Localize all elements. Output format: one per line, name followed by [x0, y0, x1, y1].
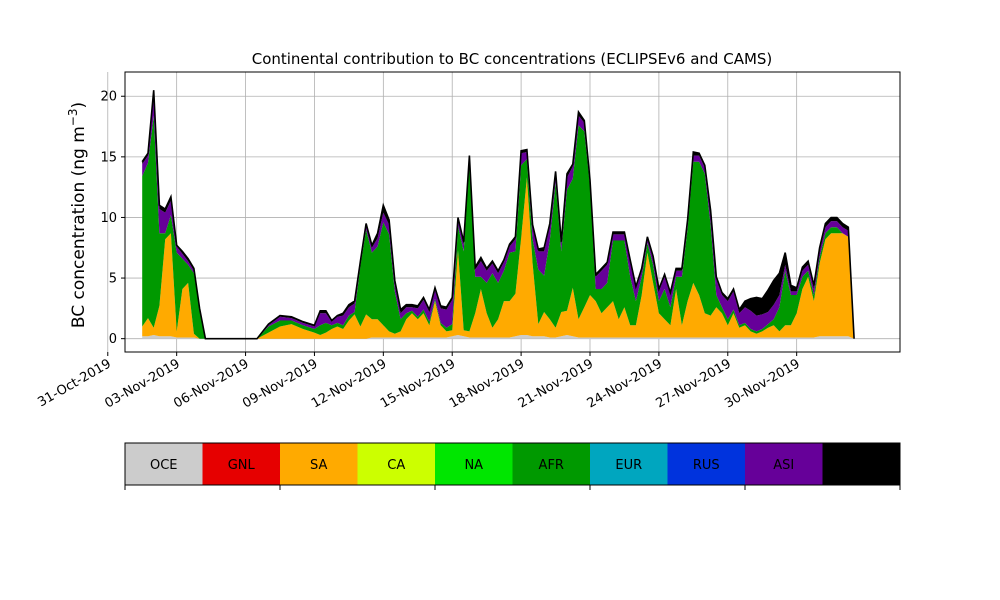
legend-swatch-eur — [590, 443, 668, 485]
legend-label-gnl: GNL — [228, 458, 256, 473]
legend-swatch-ca — [357, 443, 436, 485]
y-tick-label: 5 — [109, 272, 117, 287]
x-tick-label: 12-Nov-2019 — [309, 356, 389, 411]
legend-label-aus: AUS — [848, 458, 875, 473]
plot-area — [107, 72, 900, 352]
y-axis-label-close: ) — [69, 102, 89, 109]
x-tick-label: 03-Nov-2019 — [102, 356, 182, 411]
legend-swatch-sa — [280, 443, 358, 485]
y-tick-label: 10 — [100, 211, 117, 226]
y-axis-label-main: BC concentration (ng m — [69, 126, 89, 328]
legend-swatch-oce — [125, 443, 203, 485]
y-tick-label: 15 — [100, 150, 117, 165]
x-tick-label: 21-Nov-2019 — [516, 356, 596, 411]
legend-label-asi: ASI — [773, 458, 794, 473]
x-tick-label: 06-Nov-2019 — [171, 356, 251, 411]
x-tick-label: 31-Oct-2019 — [35, 356, 113, 410]
legend-label-afr: AFR — [539, 458, 564, 473]
legend-label-na: NA — [464, 458, 483, 473]
axes-frame — [124, 71, 901, 353]
y-axis-label: BC concentration (ng m−3) — [66, 102, 89, 328]
x-tick-label: 30-Nov-2019 — [722, 356, 802, 411]
x-tick-label: 24-Nov-2019 — [585, 356, 665, 411]
area-oce — [142, 335, 855, 339]
legend-label-ca: CA — [387, 458, 405, 473]
legend-swatch-rus — [667, 443, 746, 485]
legend-label-rus: RUS — [693, 458, 720, 473]
legend-label-sa: SA — [310, 458, 327, 473]
region-colorbar-legend: OCE GNL SA CA NA AFR EUR RUS ASI AUS — [124, 442, 901, 490]
total-line — [141, 90, 855, 340]
legend-label-oce: OCE — [150, 458, 178, 473]
y-axis-label-superscript: −3 — [66, 108, 80, 126]
chart-title: Continental contribution to BC concentra… — [252, 50, 773, 68]
legend-swatch-na — [435, 443, 513, 485]
legend-label-eur: EUR — [615, 458, 642, 473]
x-tick-label: 15-Nov-2019 — [378, 356, 458, 411]
y-tick-label: 0 — [109, 332, 117, 347]
area-sa — [142, 177, 855, 339]
y-tick-label: 20 — [100, 90, 117, 105]
x-tick-label: 27-Nov-2019 — [654, 356, 734, 411]
legend-swatch-gnl — [202, 443, 281, 485]
x-tick-label: 18-Nov-2019 — [447, 356, 527, 411]
legend-swatch-aus — [822, 443, 901, 485]
legend-swatch-afr — [512, 443, 591, 485]
legend-swatch-asi — [745, 443, 823, 485]
legend-frame — [124, 442, 901, 486]
area-afr — [142, 115, 855, 339]
x-tick-label: 09-Nov-2019 — [240, 356, 320, 411]
